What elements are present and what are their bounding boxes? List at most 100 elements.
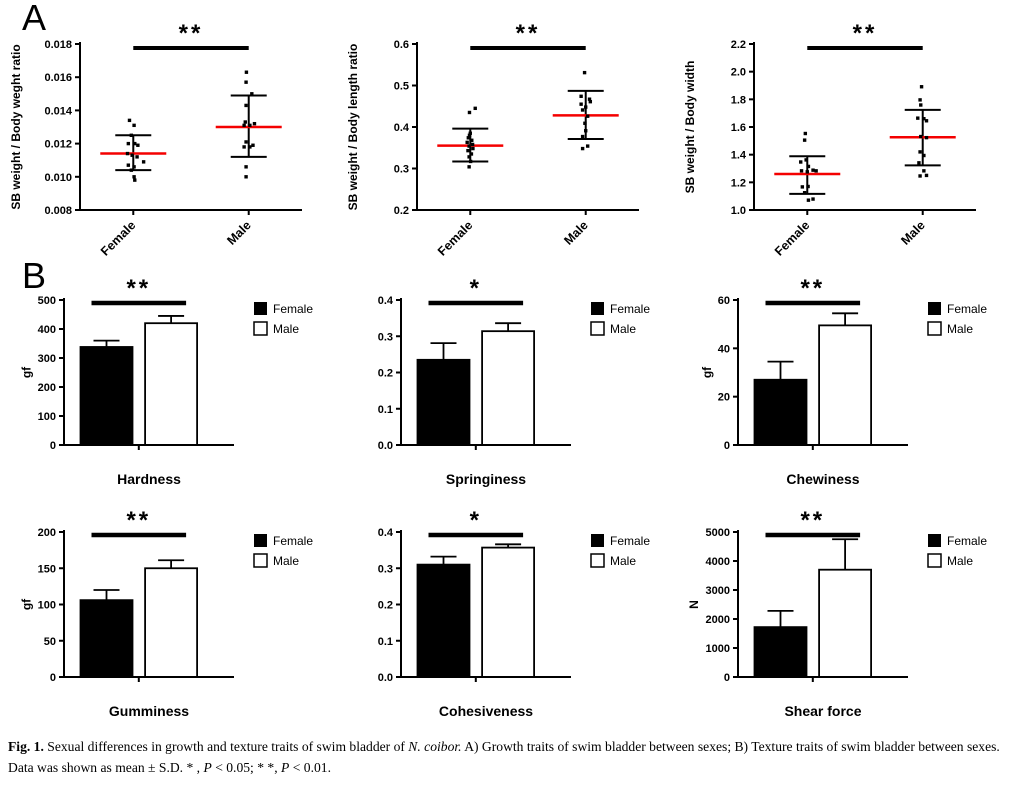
y-tick-label: 0.014 bbox=[44, 105, 72, 117]
y-tick-label: 0.2 bbox=[378, 600, 393, 612]
y-tick-label: 0.2 bbox=[378, 368, 393, 380]
significance-stars: ** bbox=[800, 507, 825, 534]
chewiness-svg: 0 20 40 60 gf ** Chewiness Female Male bbox=[700, 275, 987, 487]
scatter-point bbox=[922, 153, 926, 158]
significance-stars: ** bbox=[853, 20, 878, 47]
gumminess-svg: 0 50 100 150 200 gf ** Gumminess Female Male bbox=[20, 507, 314, 719]
caption-text-4: < 0.01. bbox=[289, 760, 331, 776]
panel-b-label: B bbox=[22, 255, 47, 296]
scatter-point bbox=[588, 99, 593, 104]
chart-title: Cohesiveness bbox=[439, 703, 533, 719]
scatter-point bbox=[244, 140, 248, 144]
shear-force-svg: 0 1000 2000 3000 4000 5000 N ** Shear force Femal… bbox=[687, 507, 987, 719]
scatter-point bbox=[467, 155, 471, 159]
category-label: Male bbox=[561, 218, 591, 248]
chart-chewiness: 0 20 40 60 gf ** Chewiness Female Male bbox=[674, 262, 1011, 494]
caption-text-2: A) Growth traits of swim bladder between… bbox=[8, 739, 1000, 776]
legend-male-swatch bbox=[590, 321, 605, 336]
y-tick-label: 0.3 bbox=[378, 331, 393, 343]
legend-female-label: Female bbox=[610, 302, 650, 316]
scatter-point bbox=[248, 123, 252, 128]
y-tick-label: 0.4 bbox=[394, 122, 410, 134]
chart-title: Gumminess bbox=[109, 703, 189, 719]
scatter-point bbox=[806, 164, 811, 169]
significance-stars: ** bbox=[126, 275, 151, 302]
scatter-point bbox=[243, 120, 247, 124]
scatter-point bbox=[579, 102, 583, 106]
legend-female-label: Female bbox=[273, 534, 313, 548]
scatter-point bbox=[129, 133, 134, 137]
y-tick-label: 0.2 bbox=[394, 205, 409, 217]
legend-female-swatch bbox=[928, 302, 941, 315]
category-label: Female bbox=[435, 218, 475, 256]
scatter-point bbox=[244, 103, 248, 108]
legend-male-label: Male bbox=[610, 554, 636, 568]
y-tick-label: 0.0 bbox=[378, 672, 393, 684]
y-tick-label: 0.6 bbox=[394, 39, 409, 51]
female-bar bbox=[416, 563, 471, 678]
caption-fig-label: Fig. 1. bbox=[8, 739, 44, 754]
chart-title: Springiness bbox=[446, 471, 526, 487]
y-tick-label: 500 bbox=[38, 295, 56, 307]
female-bar bbox=[79, 599, 134, 678]
y-tick-label: 60 bbox=[718, 295, 730, 307]
y-tick-label: 100 bbox=[38, 411, 56, 423]
y-tick-label: 0.5 bbox=[394, 81, 409, 93]
scatter-point bbox=[587, 97, 592, 101]
scatter-point bbox=[244, 175, 248, 179]
chart-shear-force: 0 1000 2000 3000 4000 5000 N ** Shear force Femal… bbox=[674, 494, 1011, 726]
scatter-point bbox=[132, 123, 136, 128]
cohesiveness-svg: 0.0 0.1 0.2 0.3 0.4 * Cohesiveness Female Male bbox=[378, 507, 651, 719]
legend-male-swatch bbox=[590, 553, 605, 568]
scatter-point bbox=[918, 98, 922, 102]
chart-cohesiveness: 0.0 0.1 0.2 0.3 0.4 * Cohesiveness Female Male bbox=[337, 494, 674, 726]
y-tick-label: 20 bbox=[718, 392, 730, 404]
category-label: Female bbox=[98, 218, 138, 256]
scatter-point bbox=[922, 117, 926, 121]
y-tick-label: 3000 bbox=[706, 585, 730, 597]
male-bar bbox=[144, 567, 199, 678]
scatter-point bbox=[244, 165, 248, 169]
panel-a: A 0.008 0.010 0.012 0.014 0.016 0.018 SB weigh… bbox=[0, 0, 1012, 260]
y-tick-label: 0.012 bbox=[44, 139, 72, 151]
scatter-point bbox=[465, 140, 469, 145]
scatter-point bbox=[806, 184, 810, 189]
chart-sb-weight-body-length-ratio: 0.2 0.3 0.4 0.5 0.6 SB weight / Body length r… bbox=[337, 4, 674, 256]
chart-title: Chewiness bbox=[786, 471, 859, 487]
scatter-point bbox=[580, 108, 585, 112]
scatter-point bbox=[129, 168, 134, 172]
y-tick-label: 0.008 bbox=[44, 205, 72, 217]
scatter-point bbox=[242, 145, 246, 149]
scatter-point bbox=[470, 142, 475, 147]
scatter-point bbox=[811, 168, 815, 172]
scatter-point bbox=[918, 150, 922, 154]
scatter-point bbox=[467, 133, 472, 137]
y-tick-label: 2.2 bbox=[731, 39, 746, 51]
chart-hardness: 0 100 200 300 400 500 gf ** Hardness Female Male bbox=[0, 262, 337, 494]
scatter-point bbox=[584, 129, 588, 133]
y-tick-label: 0.0 bbox=[378, 440, 393, 452]
male-bar bbox=[818, 324, 873, 446]
scatter-point bbox=[133, 178, 137, 182]
y-tick-label: 200 bbox=[38, 382, 56, 394]
scatter-point bbox=[135, 155, 139, 159]
legend-female-swatch bbox=[928, 534, 941, 547]
scatter-point bbox=[584, 105, 588, 109]
legend-male-label: Male bbox=[947, 554, 973, 568]
scatter-point bbox=[799, 160, 803, 164]
scatter-point bbox=[467, 165, 471, 169]
scatter-point bbox=[248, 145, 252, 149]
female-bar bbox=[753, 626, 808, 678]
scatter-point bbox=[582, 70, 587, 75]
legend-male-swatch bbox=[927, 321, 942, 336]
chart-sb-weight-body-weight-ratio: 0.008 0.010 0.012 0.014 0.016 0.018 SB weight … bbox=[0, 4, 337, 256]
scatter-point bbox=[802, 191, 807, 195]
y-axis-label: gf bbox=[20, 598, 34, 610]
category-label: Female bbox=[772, 218, 812, 256]
scatter-point bbox=[585, 114, 590, 118]
scatter-point bbox=[802, 138, 807, 142]
significance-stars: ** bbox=[516, 20, 541, 47]
legend-female-swatch bbox=[254, 302, 267, 315]
legend-male-label: Male bbox=[610, 322, 636, 336]
y-tick-label: 1.8 bbox=[731, 94, 746, 106]
